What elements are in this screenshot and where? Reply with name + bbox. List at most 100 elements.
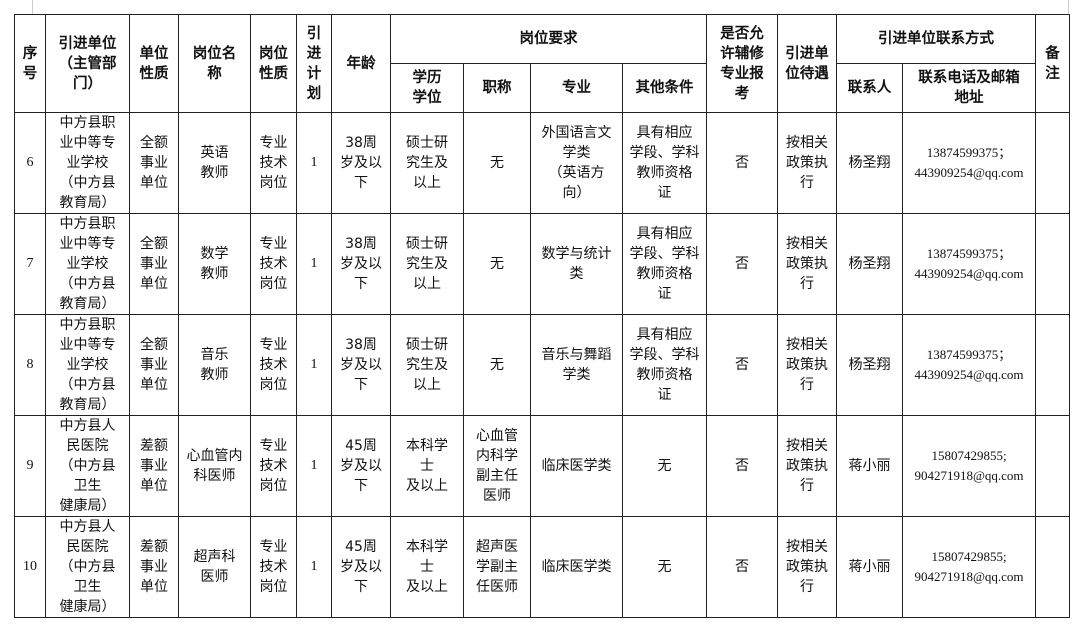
cell-contact-info: 13874599375； 443909254@qq.com — [902, 112, 1036, 214]
cell-treatment: 按相关 政策执 行 — [777, 415, 837, 517]
cell-age: 38周 岁及以 下 — [331, 112, 391, 214]
header-other: 其他条件 — [622, 63, 707, 113]
phone-number: 15807429855; — [931, 549, 1007, 564]
cell-age: 38周 岁及以 下 — [331, 314, 391, 416]
cell-contact-person: 杨圣翔 — [836, 314, 903, 416]
cell-unit-nature: 全额 事业 单位 — [129, 213, 179, 315]
cell-major: 数学与统计 类 — [530, 213, 623, 315]
cell-other: 具有相应 学段、学科 教师资格 证 — [622, 314, 707, 416]
header-unit: 引进单位 （主管部 门） — [45, 14, 130, 113]
cell-degree: 硕士研 究生及 以上 — [390, 213, 464, 315]
cell-seq: 6 — [14, 112, 46, 214]
cell-contact-info: 15807429855; 904271918@qq.com — [902, 415, 1036, 517]
cell-other: 具有相应 学段、学科 教师资格 证 — [622, 213, 707, 315]
header-remarks: 备 注 — [1035, 14, 1070, 113]
cell-treatment: 按相关 政策执 行 — [777, 314, 837, 416]
cell-post-nature: 专业 技术 岗位 — [250, 213, 297, 315]
cell-treatment: 按相关 政策执 行 — [777, 213, 837, 315]
cell-plan: 1 — [296, 314, 332, 416]
cell-minor-allowed: 否 — [706, 213, 778, 315]
header-post-nature: 岗位 性质 — [250, 14, 297, 113]
header-seq: 序 号 — [14, 14, 46, 113]
cell-plan: 1 — [296, 213, 332, 315]
cell-minor-allowed: 否 — [706, 314, 778, 416]
cell-contact-info: 13874599375； 443909254@qq.com — [902, 213, 1036, 315]
cell-unit-nature: 全额 事业 单位 — [129, 112, 179, 214]
cell-major: 临床医学类 — [530, 516, 623, 618]
cell-unit: 中方县人 民医院 （中方县 卫生 健康局） — [45, 516, 130, 618]
header-unit-nature: 单位 性质 — [129, 14, 179, 113]
email-address: 443909254@qq.com — [914, 165, 1024, 180]
header-contact-group: 引进单位联系方式 — [836, 14, 1036, 64]
email-address: 443909254@qq.com — [914, 266, 1024, 281]
table-row: 9 中方县人 民医院 （中方县 卫生 健康局） 差额 事业 单位 心血管内 科医师 专业… — [14, 415, 1070, 517]
cell-degree: 本科学 士 及以上 — [390, 415, 464, 517]
cell-seq: 7 — [14, 213, 46, 315]
cell-degree: 硕士研 究生及 以上 — [390, 314, 464, 416]
cell-degree: 本科学 士 及以上 — [390, 516, 464, 618]
header-contact-person: 联系人 — [836, 63, 903, 113]
page-corner-mark — [0, 0, 33, 14]
cell-contact-info: 15807429855; 904271918@qq.com — [902, 516, 1036, 618]
cell-contact-person: 杨圣翔 — [836, 112, 903, 214]
cell-post-name: 音乐 教师 — [178, 314, 251, 416]
cell-unit: 中方县职 业中等专 业学校 （中方县 教育局） — [45, 213, 130, 315]
cell-remarks — [1035, 112, 1070, 214]
phone-number: 13874599375； — [926, 145, 1012, 160]
cell-other: 无 — [622, 415, 707, 517]
cell-post-name: 超声科 医师 — [178, 516, 251, 618]
cell-post-nature: 专业 技术 岗位 — [250, 112, 297, 214]
cell-unit: 中方县人 民医院 （中方县 卫生 健康局） — [45, 415, 130, 517]
cell-post-nature: 专业 技术 岗位 — [250, 314, 297, 416]
email-address: 904271918@qq.com — [914, 569, 1024, 584]
cell-unit-nature: 差额 事业 单位 — [129, 516, 179, 618]
cell-title: 无 — [463, 112, 531, 214]
header-major: 专业 — [530, 63, 623, 113]
header-age: 年龄 — [331, 14, 391, 113]
cell-remarks — [1035, 314, 1070, 416]
cell-plan: 1 — [296, 516, 332, 618]
cell-remarks — [1035, 516, 1070, 618]
cell-major: 临床医学类 — [530, 415, 623, 517]
email-address: 443909254@qq.com — [914, 367, 1024, 382]
cell-post-name: 数学 教师 — [178, 213, 251, 315]
cell-unit-nature: 差额 事业 单位 — [129, 415, 179, 517]
table-row: 7 中方县职 业中等专 业学校 （中方县 教育局） 全额 事业 单位 数学 教师 专业 … — [14, 213, 1070, 315]
cell-contact-person: 杨圣翔 — [836, 213, 903, 315]
cell-remarks — [1035, 415, 1070, 517]
cell-post-name: 英语 教师 — [178, 112, 251, 214]
phone-number: 13874599375； — [926, 347, 1012, 362]
cell-contact-person: 蒋小丽 — [836, 516, 903, 618]
header-minor-allowed: 是否允 许辅修 专业报 考 — [706, 14, 778, 113]
cell-other: 具有相应 学段、学科 教师资格 证 — [622, 112, 707, 214]
cell-title: 无 — [463, 213, 531, 315]
cell-post-nature: 专业 技术 岗位 — [250, 516, 297, 618]
cell-contact-person: 蒋小丽 — [836, 415, 903, 517]
cell-minor-allowed: 否 — [706, 415, 778, 517]
cell-seq: 10 — [14, 516, 46, 618]
cell-seq: 9 — [14, 415, 46, 517]
phone-number: 15807429855; — [931, 448, 1007, 463]
table-row: 6 中方县职 业中等专 业学校 （中方县 教育局） 全额 事业 单位 英语 教师 专业 … — [14, 112, 1070, 214]
header-title: 职称 — [463, 63, 531, 113]
cell-seq: 8 — [14, 314, 46, 416]
page-corner-mark-right — [1068, 0, 1080, 14]
cell-minor-allowed: 否 — [706, 112, 778, 214]
cell-minor-allowed: 否 — [706, 516, 778, 618]
header-post-name: 岗位名 称 — [178, 14, 251, 113]
recruitment-table: 序 号 引进单位 （主管部 门） 单位 性质 岗位名 称 岗位 性质 引 进 计… — [14, 14, 1070, 618]
cell-major: 外国语言文 学类 （英语方 向） — [530, 112, 623, 214]
cell-age: 38周 岁及以 下 — [331, 213, 391, 315]
phone-number: 13874599375； — [926, 246, 1012, 261]
cell-plan: 1 — [296, 112, 332, 214]
cell-post-name: 心血管内 科医师 — [178, 415, 251, 517]
cell-title: 无 — [463, 314, 531, 416]
cell-title: 超声医 学副主 任医师 — [463, 516, 531, 618]
cell-major: 音乐与舞蹈 学类 — [530, 314, 623, 416]
cell-post-nature: 专业 技术 岗位 — [250, 415, 297, 517]
email-address: 904271918@qq.com — [914, 468, 1024, 483]
header-treatment: 引进单 位待遇 — [777, 14, 837, 113]
cell-unit-nature: 全额 事业 单位 — [129, 314, 179, 416]
cell-other: 无 — [622, 516, 707, 618]
cell-treatment: 按相关 政策执 行 — [777, 516, 837, 618]
